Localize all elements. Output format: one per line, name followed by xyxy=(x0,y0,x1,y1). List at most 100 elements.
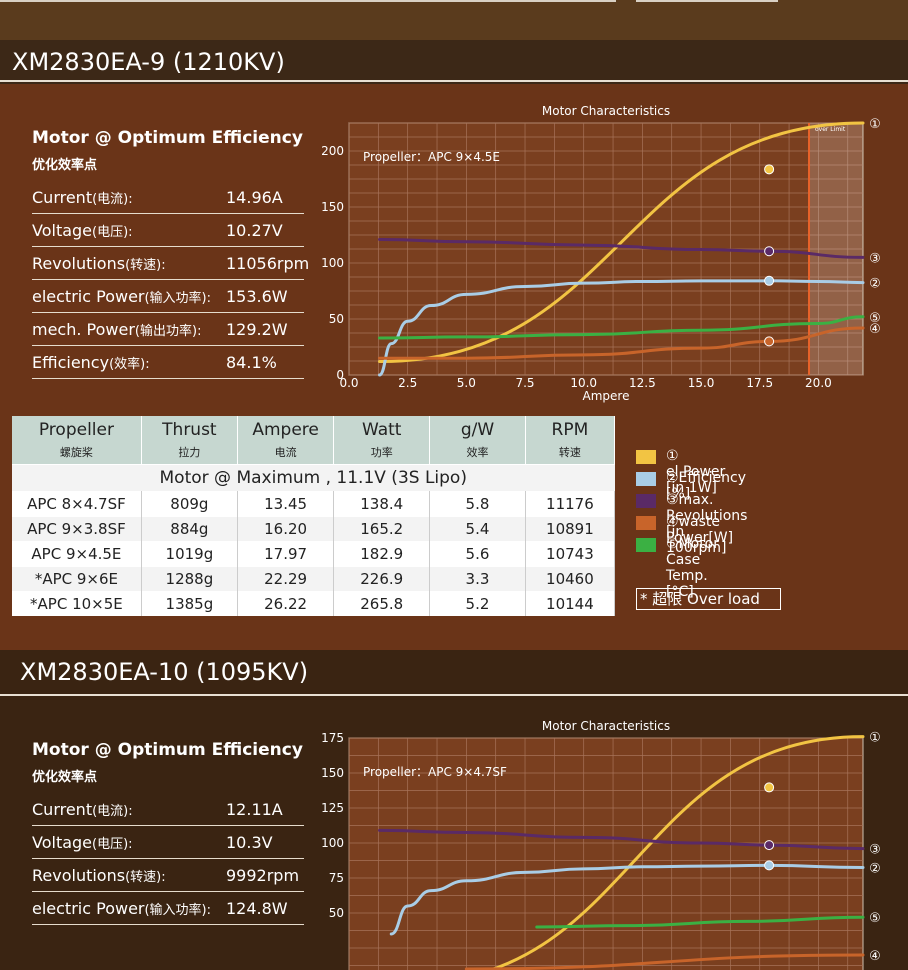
x-tick-label: 20.0 xyxy=(805,376,832,390)
spec-label: Current(电流): xyxy=(32,188,133,207)
spec-value: 11056rpm xyxy=(226,254,310,273)
legend-swatch xyxy=(636,450,656,464)
motor-characteristics-chart: over Limit Motor Characteristics Propeller… xyxy=(321,104,881,403)
table-cell: 809g xyxy=(141,491,238,517)
table-cell: 16.20 xyxy=(237,516,335,542)
spec-label: Current(电流): xyxy=(32,800,133,819)
performance-table: Propeller 螺旋桨 Thrust 拉力 Ampere 电流 Watt 功率 g/W 效率 R… xyxy=(12,416,616,616)
table-row: *APC 9×6E 1288g 22.29 226.9 3.3 10460 xyxy=(12,566,616,592)
spec-row: Voltage(电压): 10.27V xyxy=(32,214,304,247)
table-cell: 5.6 xyxy=(429,541,526,567)
legend-text: ④waste Power[W] xyxy=(666,514,734,546)
series-marker xyxy=(764,840,775,851)
spec-label-en: Voltage xyxy=(32,221,93,240)
model-title-bar-2: XM2830EA-10 (1095KV) xyxy=(0,650,908,696)
y-tick-label: 0 xyxy=(336,368,344,382)
spec-label-cn: (转速): xyxy=(125,870,166,885)
spec-label-en: electric Power xyxy=(32,899,145,918)
spec-label: mech. Power(输出功率): xyxy=(32,320,201,339)
legend-text: ②Efficiency [%] xyxy=(666,470,746,502)
spec-label-en: Revolutions xyxy=(32,254,126,273)
y-tick-label: 150 xyxy=(321,766,344,780)
spec-value: 129.2W xyxy=(226,320,288,339)
series-end-label: ① xyxy=(869,731,881,746)
model-panel: Motor @ Optimum Efficiency 优化效率点 Current… xyxy=(0,84,908,650)
series-marker xyxy=(764,860,775,871)
table-row: *APC 10×5E 1385g 26.22 265.8 5.2 10144 xyxy=(12,591,616,616)
top-divider-left xyxy=(0,0,616,2)
table-cell: 1385g xyxy=(141,591,238,616)
spec-row: Current(电流): 14.96A xyxy=(32,181,304,214)
table-header-cell: Watt 功率 xyxy=(333,416,431,465)
legend-swatch xyxy=(636,472,656,486)
table-header-cn: 功率 xyxy=(370,446,393,459)
spec-label-cn: (输出功率): xyxy=(134,324,202,339)
series-line xyxy=(378,315,865,340)
spec-label-cn: (输入功率): xyxy=(144,291,212,306)
table-header-en: Propeller xyxy=(38,420,114,440)
table-header-en: g/W xyxy=(460,420,495,440)
y-tick-label: 100 xyxy=(321,256,344,270)
model-title: XM2830EA-9 (1210KV) xyxy=(12,48,285,76)
spec-subheading: 优化效率点 xyxy=(32,158,98,173)
table-header-cn: 螺旋桨 xyxy=(59,446,93,459)
table-row: APC 9×4.5E 1019g 17.97 182.9 5.6 10743 xyxy=(12,541,616,567)
y-tick-label: 100 xyxy=(321,836,344,850)
optimum-efficiency-spec: Motor @ Optimum Efficiency 优化效率点 Current… xyxy=(32,128,309,379)
table-cell: 10144 xyxy=(525,591,616,616)
spec-heading-2: Motor @ Optimum Efficiency xyxy=(32,740,303,760)
propeller-annotation: Propeller：APC 9×4.5E xyxy=(363,150,500,164)
table-cell: 265.8 xyxy=(333,591,431,616)
spec-value: 153.6W xyxy=(226,287,288,306)
series-line xyxy=(378,237,865,259)
table-row: APC 8×4.7SF 809g 13.45 138.4 5.8 11176 xyxy=(12,491,616,517)
series-marker xyxy=(764,336,775,347)
table-cell: 17.97 xyxy=(237,541,335,567)
y-tick-label: 200 xyxy=(321,144,344,158)
series-end-label: ⑤ xyxy=(869,311,881,326)
table-cell: APC 9×4.5E xyxy=(12,541,142,567)
over-limit-zone xyxy=(809,123,863,375)
spec-value: 84.1% xyxy=(226,353,277,372)
table-header-en: Thrust xyxy=(162,420,217,440)
x-tick-label: 17.5 xyxy=(746,376,773,390)
table-header-en: RPM xyxy=(551,420,589,440)
table-header-en: Watt xyxy=(361,420,402,440)
series-end-label: ② xyxy=(869,277,881,292)
spec-row: Current(电流): 12.11A xyxy=(32,793,304,826)
table-cell: APC 8×4.7SF xyxy=(12,491,142,517)
optimum-efficiency-spec-2: Motor @ Optimum Efficiency 优化效率点 Current… xyxy=(32,740,304,925)
table-cell: 11176 xyxy=(525,491,616,517)
spec-label-en: Current xyxy=(32,800,93,819)
table-header-cn: 电流 xyxy=(274,446,297,459)
series-line xyxy=(378,828,865,851)
y-tick-label: 150 xyxy=(321,200,344,214)
propeller-annotation: Propeller：APC 9×4.7SF xyxy=(363,765,507,779)
table-header-cell: Thrust 拉力 xyxy=(141,416,238,465)
spec-value: 9992rpm xyxy=(226,866,300,885)
chart-title: Motor Characteristics xyxy=(542,104,670,118)
spec-value: 14.96A xyxy=(226,188,283,207)
y-tick-label: 175 xyxy=(321,731,344,745)
table-cell: 3.3 xyxy=(429,566,526,592)
over-limit-label: over Limit xyxy=(815,126,846,133)
spec-label-en: Current xyxy=(32,188,93,207)
series-marker xyxy=(764,246,775,257)
x-tick-label: 10.0 xyxy=(570,376,597,390)
series-marker xyxy=(764,164,775,175)
series-end-label: ① xyxy=(869,117,881,132)
spec-label-cn: (转速): xyxy=(125,258,166,273)
model-panel-2: Motor @ Optimum Efficiency 优化效率点 Current… xyxy=(0,696,908,970)
series-line xyxy=(535,915,865,929)
table-header-cn: 效率 xyxy=(466,446,489,459)
table-cell: 26.22 xyxy=(237,591,335,616)
table-cell: 10891 xyxy=(525,516,616,542)
spec-label-cn: (电压): xyxy=(92,837,133,852)
series-line xyxy=(389,863,865,936)
spec-label: electric Power(输入功率): xyxy=(32,287,211,306)
spec-value: 124.8W xyxy=(226,899,288,918)
y-tick-label: 75 xyxy=(329,871,344,885)
legend-text: ① el.Power [in 1W] xyxy=(666,448,726,496)
table-cell: 165.2 xyxy=(333,516,431,542)
chart-title: Motor Characteristics xyxy=(542,719,670,733)
